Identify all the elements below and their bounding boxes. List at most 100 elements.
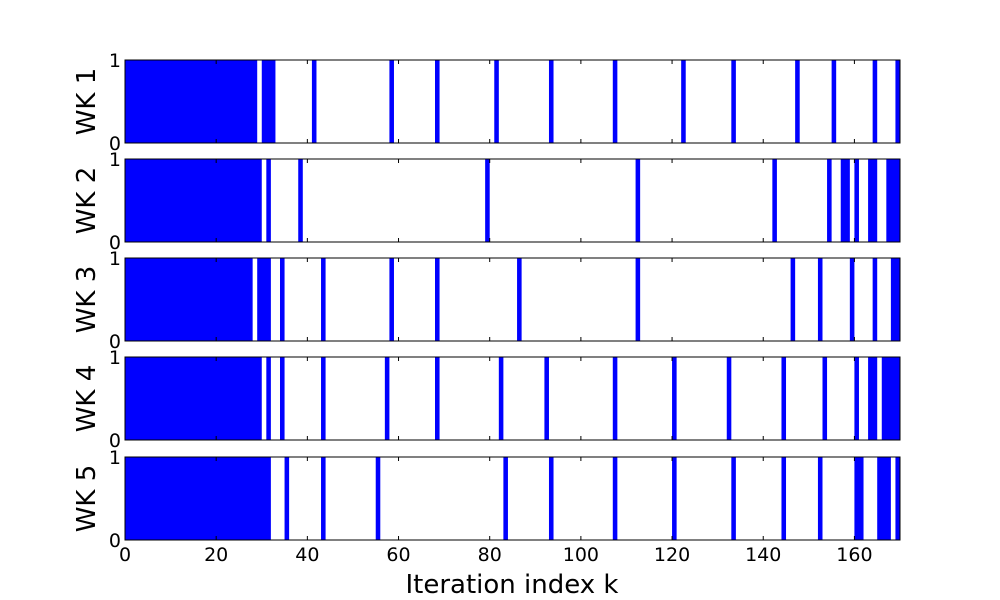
panel-frame (124, 456, 901, 541)
bar-wk2-3 (485, 159, 490, 242)
bar-wk4-5 (435, 357, 440, 440)
bar-wk4-7 (544, 357, 549, 440)
y-tick-label: 0 (109, 331, 121, 353)
bar-wk1-10 (795, 60, 800, 143)
bar-wk3-0 (125, 258, 253, 341)
bar-wk5-10 (817, 457, 823, 540)
bar-wk3-10 (849, 258, 855, 341)
y-tick-label: 0 (109, 530, 121, 552)
x-tick-label: 60 (386, 544, 410, 566)
bar-wk1-7 (612, 60, 618, 143)
bar-wk1-6 (548, 60, 554, 143)
bar-wk4-14 (868, 357, 878, 440)
bar-wk1-11 (831, 60, 837, 143)
x-tick-label: 0 (119, 544, 131, 566)
bar-wk5-8 (731, 457, 736, 540)
y-tick-label: 0 (109, 133, 121, 155)
bar-wk3-4 (389, 258, 394, 341)
x-tick-label: 120 (654, 544, 690, 566)
bar-wk1-1 (261, 60, 276, 143)
bar-wk2-1 (266, 159, 271, 242)
y-tick-label: 1 (109, 347, 121, 369)
y-axis-label-wk-5: WK 5 (72, 465, 102, 533)
bar-wk1-12 (872, 60, 878, 143)
bar-wk5-0 (125, 457, 271, 540)
bar-wk3-1 (257, 258, 271, 341)
x-axis: 0 20 40 60 80 100 120 140 160 (119, 544, 873, 566)
y-axis-label-wk-3: WK 3 (72, 266, 102, 334)
bar-wk4-8 (612, 357, 618, 440)
y-axis-label-wk-1: WK 1 (72, 68, 102, 136)
bar-wk3-6 (517, 258, 522, 341)
panel-frame (124, 59, 901, 144)
panel-wk-4: 1 0 WK 4 (72, 347, 901, 452)
bar-wk1-9 (731, 60, 736, 143)
bar-wk4-6 (498, 357, 504, 440)
panel-frame (124, 158, 901, 243)
bar-wk4-9 (672, 357, 677, 440)
bar-wk3-2 (280, 258, 285, 341)
bar-wk3-7 (635, 258, 641, 341)
bar-wk5-11 (854, 457, 864, 540)
bar-wk5-13 (895, 457, 900, 540)
bar-wk3-3 (321, 258, 326, 341)
bar-wk4-12 (822, 357, 828, 440)
panel-wk-5: 1 0 WK 5 (72, 447, 901, 552)
bar-wk3-8 (790, 258, 796, 341)
bar-wk4-1 (266, 357, 271, 440)
bar-wk3-5 (435, 258, 440, 341)
panel-frame (124, 356, 901, 441)
bar-wk2-10 (886, 159, 900, 242)
bar-wk4-3 (321, 357, 326, 440)
bar-wk5-12 (877, 457, 891, 540)
bar-wk5-7 (672, 457, 677, 540)
bar-wk5-1 (284, 457, 290, 540)
bar-wk2-0 (125, 159, 262, 242)
bar-wk4-13 (854, 357, 859, 440)
bar-wk1-13 (895, 60, 900, 143)
y-axis-label-wk-4: WK 4 (72, 365, 102, 433)
x-axis-label: Iteration index k (405, 570, 618, 600)
x-tick-label: 20 (204, 544, 228, 566)
bar-wk5-6 (612, 457, 618, 540)
bar-wk2-9 (868, 159, 878, 242)
bar-wk3-12 (890, 258, 900, 341)
y-tick-label: 1 (109, 149, 121, 171)
x-tick-label: 160 (836, 544, 872, 566)
x-tick-label: 100 (563, 544, 599, 566)
bar-wk4-2 (280, 357, 285, 440)
bar-wk5-9 (781, 457, 787, 540)
x-tick-label: 80 (478, 544, 502, 566)
bar-wk5-4 (503, 457, 508, 540)
bar-wk1-4 (435, 60, 440, 143)
panel-wk-1: 1 0 WK 1 (72, 50, 901, 155)
bar-wk1-5 (494, 60, 499, 143)
y-tick-label: 1 (109, 447, 121, 469)
panel-wk-2: 1 0 WK 2 (72, 149, 901, 254)
bar-wk3-11 (872, 258, 878, 341)
bar-wk3-9 (817, 258, 823, 341)
bar-wk5-3 (375, 457, 381, 540)
bar-wk2-5 (772, 159, 777, 242)
bar-wk4-15 (881, 357, 900, 440)
bar-wk2-6 (827, 159, 832, 242)
bar-wk4-10 (726, 357, 732, 440)
bar-wk5-2 (321, 457, 326, 540)
x-tick-label: 140 (745, 544, 781, 566)
y-tick-label: 0 (109, 430, 121, 452)
y-tick-label: 1 (109, 50, 121, 72)
panel-wk-3: 1 0 WK 3 (72, 248, 901, 353)
bar-wk1-0 (125, 60, 258, 143)
bar-wk5-5 (548, 457, 554, 540)
x-tick-label: 40 (295, 544, 319, 566)
panel-frame (124, 257, 901, 342)
y-tick-label: 0 (109, 232, 121, 254)
bar-wk1-3 (389, 60, 394, 143)
y-axis-label-wk-2: WK 2 (72, 167, 102, 235)
bar-wk2-2 (298, 159, 303, 242)
y-tick-label: 1 (109, 248, 121, 270)
bar-wk4-4 (384, 357, 390, 440)
bar-wk4-0 (125, 357, 262, 440)
